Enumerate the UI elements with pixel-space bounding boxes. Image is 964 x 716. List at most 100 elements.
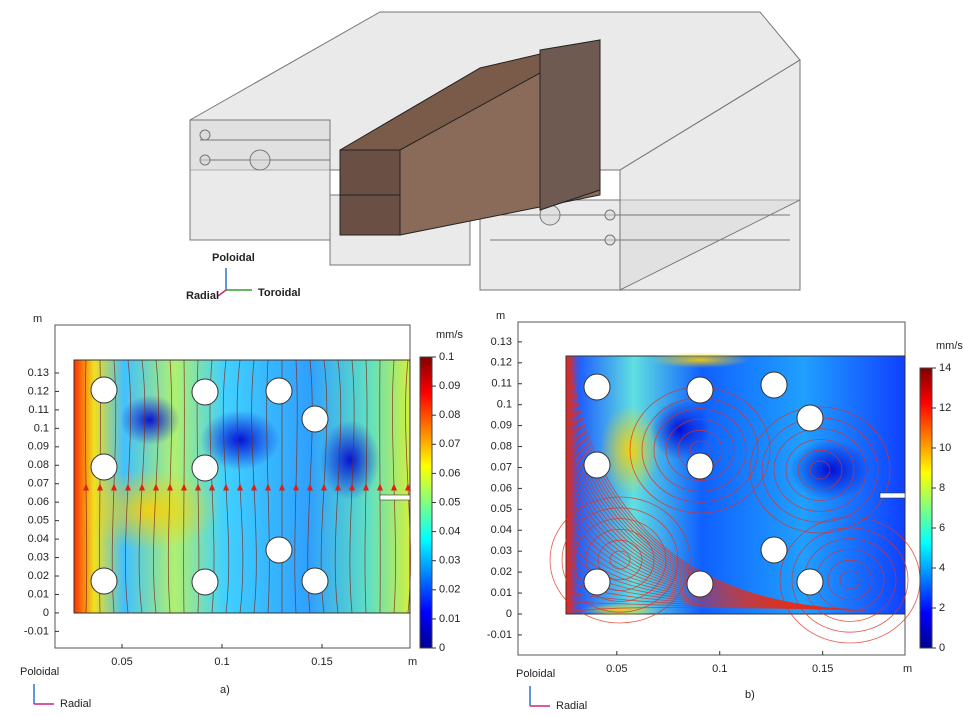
colorbar-tick-label: 12	[939, 402, 951, 414]
gizmo-label: Radial	[556, 700, 587, 711]
y-tick-label: 0.02	[28, 570, 49, 582]
colorbar	[420, 357, 432, 648]
colorbar-tick-label: 0.06	[439, 467, 460, 479]
y-tick-label: 0.04	[28, 533, 49, 545]
y-tick-label: 0.01	[28, 588, 49, 600]
colorbar-unit: mm/s	[436, 329, 463, 341]
y-tick-label: 0.12	[491, 357, 512, 369]
y-tick-label: 0.1	[34, 422, 49, 434]
y-tick-label: 0.1	[497, 399, 512, 411]
obstacle	[302, 406, 328, 432]
y-tick-label: 0.08	[28, 459, 49, 471]
y-tick-label: 0.03	[28, 551, 49, 563]
panel: -0.01 0 0.01 0.02 0.03 0.04 0.05 0.06 0.07 0.08 0.…	[487, 310, 963, 711]
field-region	[650, 352, 750, 368]
x-tick-label: 0.1	[214, 656, 229, 668]
colorbar-unit: mm/s	[936, 340, 963, 352]
colorbar-tick-label: 0	[439, 642, 445, 654]
colorbar-tick-label: 2	[939, 602, 945, 614]
y-tick-label: 0.05	[28, 515, 49, 527]
obstacle	[266, 537, 292, 563]
y-tick-label: 0.04	[491, 524, 512, 536]
y-tick-label: -0.01	[24, 625, 49, 637]
panel-label: a)	[220, 684, 230, 696]
colorbar-tick-label: 4	[939, 562, 945, 574]
outlet-slit	[880, 493, 905, 498]
gizmo-label: Poloidal	[20, 666, 59, 678]
obstacle	[584, 452, 610, 478]
y-tick-label: -0.01	[487, 629, 512, 641]
y-tick-label: 0.09	[28, 441, 49, 453]
axis-label: Radial	[186, 290, 219, 302]
y-tick-label: 0.07	[28, 478, 49, 490]
obstacle	[797, 569, 823, 595]
x-unit: m	[408, 656, 417, 668]
obstacle	[584, 374, 610, 400]
y-tick-label: 0	[43, 607, 49, 619]
panel-label: b)	[745, 689, 755, 701]
obstacle	[266, 378, 292, 404]
colorbar-tick-label: 0.02	[439, 584, 460, 596]
colorbar-tick-label: 10	[939, 442, 951, 454]
y-tick-label: 0.11	[28, 404, 49, 416]
obstacle	[91, 454, 117, 480]
y-tick-label: 0.07	[491, 461, 512, 473]
obstacle	[761, 372, 787, 398]
obstacle	[687, 377, 713, 403]
obstacle	[192, 569, 218, 595]
colorbar-tick-label: 0.03	[439, 555, 460, 567]
axis-label: Poloidal	[212, 252, 255, 264]
obstacle	[91, 377, 117, 403]
colorbar-tick-label: 0.09	[439, 380, 460, 392]
x-tick-label: 0.1	[712, 663, 727, 675]
colorbar-tick-label: 0.1	[439, 351, 454, 363]
obstacle	[91, 568, 117, 594]
x-unit: m	[903, 663, 912, 675]
y-tick-label: 0.13	[491, 336, 512, 348]
obstacle	[584, 569, 610, 595]
y-unit: m	[33, 313, 42, 325]
x-tick-label: 0.05	[606, 663, 627, 675]
y-tick-label: 0	[506, 608, 512, 620]
obstacle	[797, 405, 823, 431]
y-tick-label: 0.08	[491, 440, 512, 452]
x-tick-label: 0.05	[111, 656, 132, 668]
gizmo-label: Radial	[60, 698, 91, 710]
axis-gizmo: Poloidal Radial Toroidal	[186, 252, 301, 302]
x-tick-label: 0.15	[311, 656, 332, 668]
colorbar-tick-label: 0.05	[439, 496, 460, 508]
y-tick-label: 0.01	[491, 587, 512, 599]
y-tick-label: 0.12	[28, 385, 49, 397]
colorbar-tick-label: 14	[939, 362, 951, 374]
y-tick-label: 0.06	[491, 482, 512, 494]
colorbar-tick-label: 0.07	[439, 438, 460, 450]
y-tick-label: 0.05	[491, 503, 512, 515]
panel: -0.01 0 0.01 0.02 0.03 0.04 0.05 0.06 0.07 0.08 0.…	[20, 313, 463, 710]
colorbar-tick-label: 0.04	[439, 526, 460, 538]
y-tick-label: 0.11	[491, 378, 512, 390]
obstacle	[192, 379, 218, 405]
y-tick-label: 0.03	[491, 545, 512, 557]
y-tick-label: 0.02	[491, 566, 512, 578]
colorbar-tick-label: 0.08	[439, 409, 460, 421]
axis-label: Toroidal	[258, 287, 301, 299]
gizmo-label: Poloidal	[516, 668, 555, 680]
outlet-slit	[380, 495, 410, 500]
y-tick-label: 0.06	[28, 496, 49, 508]
y-tick-label: 0.09	[491, 420, 512, 432]
colorbar	[920, 368, 932, 648]
colorbar-tick-label: 0.01	[439, 613, 460, 625]
y-tick-label: 0.13	[28, 367, 49, 379]
colorbar-tick-label: 0	[939, 642, 945, 654]
obstacle	[687, 453, 713, 479]
colorbar-tick-label: 8	[939, 482, 945, 494]
obstacle	[302, 568, 328, 594]
colorbar-tick-label: 6	[939, 522, 945, 534]
obstacle	[192, 455, 218, 481]
x-tick-label: 0.15	[812, 663, 833, 675]
field-region	[320, 420, 380, 500]
obstacle	[761, 537, 787, 563]
obstacle	[687, 571, 713, 597]
y-unit: m	[496, 310, 505, 322]
